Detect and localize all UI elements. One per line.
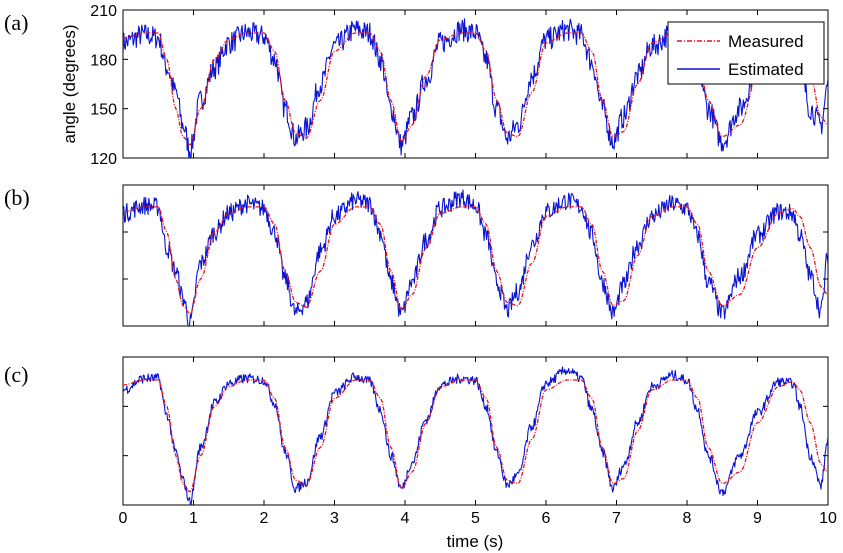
- panel-c: (c) 0 1 2 3 4 5 6 7 8 9 10 time (s): [4, 356, 837, 551]
- x-tick-label-0: 0: [119, 510, 128, 527]
- legend: Measured Estimated: [667, 21, 825, 85]
- x-tick-label-10: 10: [819, 510, 837, 527]
- y-tick-label-0: 120: [90, 151, 117, 168]
- x-tick-label-2: 2: [260, 510, 269, 527]
- series-line-measured-c: [123, 379, 828, 493]
- x-tick-label-7: 7: [612, 510, 621, 527]
- series-group-c: [123, 366, 828, 505]
- panel-label-a: (a): [4, 10, 28, 35]
- series-line-estimated-b: [123, 189, 828, 326]
- series-line-estimated-a: [123, 18, 828, 158]
- panel-b: (b): [4, 184, 829, 327]
- y-tick-label-3: 210: [90, 3, 117, 20]
- series-line-estimated-c: [123, 366, 828, 505]
- series-group-a: [123, 18, 828, 158]
- y-ticks-b: [122, 184, 829, 327]
- x-tick-label-9: 9: [753, 510, 762, 527]
- legend-label-estimated: Estimated: [728, 60, 804, 79]
- legend-box: [667, 21, 825, 85]
- y-axis-title: angle (degrees): [60, 24, 79, 143]
- x-tick-label-8: 8: [683, 510, 692, 527]
- x-tick-label-1: 1: [189, 510, 198, 527]
- panel-label-c: (c): [4, 362, 28, 387]
- y-tick-label-1: 150: [90, 102, 117, 119]
- legend-label-measured: Measured: [728, 32, 804, 51]
- series-group-b: [123, 189, 828, 326]
- y-ticks-c: [123, 356, 828, 506]
- x-tick-label-6: 6: [542, 510, 551, 527]
- panel-label-b: (b): [4, 185, 30, 210]
- y-tick-label-2: 180: [90, 52, 117, 69]
- x-tick-label-4: 4: [401, 510, 410, 527]
- x-ticks: 0 1 2 3 4 5 6 7 8 9 10: [119, 357, 837, 527]
- x-tick-label-5: 5: [471, 510, 480, 527]
- panel-a: (a) 120 150 180 210 angle (degrees) Measure…: [4, 3, 829, 168]
- series-line-measured-a: [123, 32, 828, 146]
- x-tick-label-3: 3: [330, 510, 339, 527]
- series-line-measured-b: [123, 206, 828, 315]
- x-axis-title: time (s): [447, 532, 504, 551]
